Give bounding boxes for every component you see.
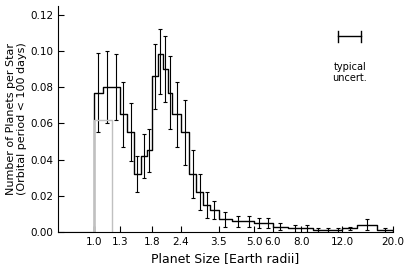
Y-axis label: Number of Planets per Star
(Orbital period < 100 days): Number of Planets per Star (Orbital peri… <box>6 43 27 195</box>
X-axis label: Planet Size [Earth radii]: Planet Size [Earth radii] <box>151 253 299 265</box>
Text: typical
uncert.: typical uncert. <box>332 62 366 83</box>
